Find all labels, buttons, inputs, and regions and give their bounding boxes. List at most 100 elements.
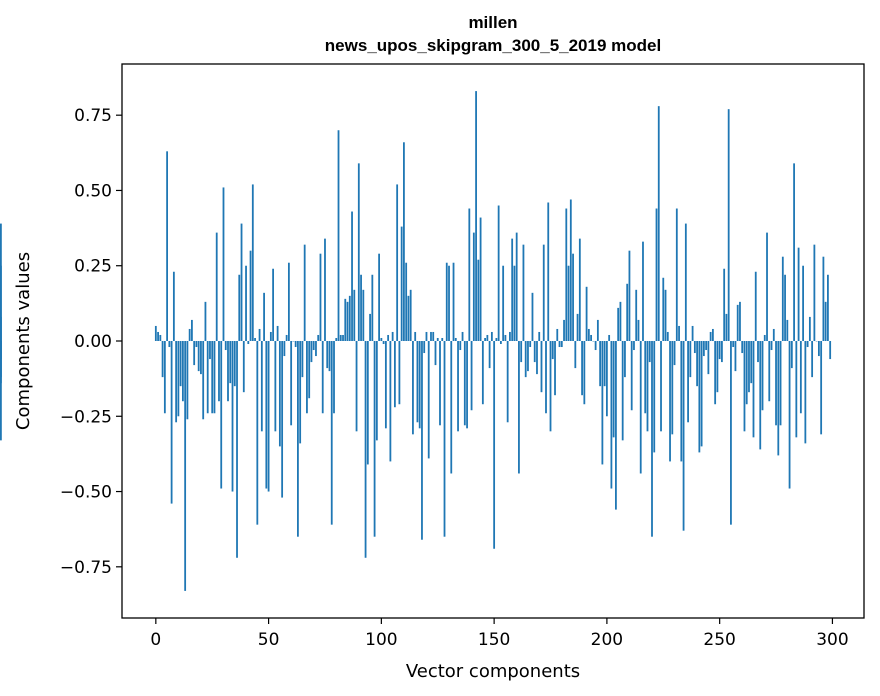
bar xyxy=(265,341,268,489)
bar xyxy=(0,316,2,341)
bar xyxy=(157,331,159,341)
bar xyxy=(184,341,187,591)
bar xyxy=(711,328,714,341)
bar xyxy=(330,341,333,525)
bar xyxy=(481,341,484,405)
bar xyxy=(536,341,538,375)
bar xyxy=(294,341,297,348)
bar xyxy=(362,289,365,341)
bar xyxy=(624,341,626,378)
bar xyxy=(518,341,520,474)
bar xyxy=(382,341,385,345)
bar xyxy=(750,341,753,384)
x-axis-label: Vector components xyxy=(406,661,580,682)
bar xyxy=(407,295,410,341)
bar xyxy=(797,247,800,341)
chart-title-line-2: news_upos_skipgram_300_5_2019 model xyxy=(325,36,661,55)
bar xyxy=(531,292,534,341)
chart-title-line-1: millen xyxy=(468,13,517,32)
bar xyxy=(459,341,462,351)
bar xyxy=(673,341,676,366)
bar xyxy=(412,341,414,435)
bar xyxy=(337,130,340,341)
bar xyxy=(409,289,412,341)
bar xyxy=(443,341,446,537)
bar xyxy=(430,331,432,341)
bar xyxy=(775,341,777,426)
bar xyxy=(373,341,376,537)
bar xyxy=(200,341,202,375)
bar xyxy=(231,341,234,492)
bar xyxy=(748,341,750,393)
y-tick-label: 0.25 xyxy=(74,257,112,277)
bar xyxy=(574,341,577,369)
bar xyxy=(522,244,525,341)
bar xyxy=(666,331,669,341)
bar xyxy=(565,208,568,341)
bar xyxy=(209,341,211,360)
bar xyxy=(188,328,191,341)
x-tick-label: 0 xyxy=(150,630,161,650)
bar xyxy=(583,341,586,405)
bar xyxy=(301,341,304,378)
bar xyxy=(211,341,214,414)
bar xyxy=(648,341,651,363)
bar xyxy=(197,341,200,372)
bar xyxy=(725,313,728,341)
bar xyxy=(310,341,313,363)
bar xyxy=(324,238,326,341)
bar xyxy=(736,304,739,341)
bar xyxy=(423,341,426,354)
bar xyxy=(527,341,529,372)
bar xyxy=(204,301,207,341)
bar xyxy=(486,334,489,341)
x-tick-label: 300 xyxy=(816,630,848,650)
bar xyxy=(371,274,374,341)
bar xyxy=(247,341,250,345)
y-tick-label: 0.00 xyxy=(74,332,112,352)
bar xyxy=(662,277,665,341)
bar xyxy=(779,341,782,426)
bar xyxy=(454,337,457,341)
bar xyxy=(827,274,829,341)
bar xyxy=(477,259,480,341)
bar xyxy=(396,184,399,341)
bar xyxy=(680,341,683,462)
bar xyxy=(732,341,735,348)
bar xyxy=(723,268,726,341)
bar xyxy=(326,341,329,369)
bar xyxy=(702,341,705,357)
bar xyxy=(488,341,491,369)
bar xyxy=(306,341,308,414)
bar xyxy=(245,265,247,341)
bar xyxy=(457,341,459,432)
bar xyxy=(741,341,744,354)
bar xyxy=(220,341,223,489)
bar xyxy=(468,208,471,341)
bar xyxy=(560,341,563,348)
bar xyxy=(472,232,475,341)
bar xyxy=(297,341,299,537)
bar xyxy=(0,341,2,441)
bar xyxy=(441,337,444,341)
bar xyxy=(357,163,360,341)
bar xyxy=(743,341,746,432)
bar xyxy=(558,341,561,348)
bar xyxy=(578,238,581,341)
bar xyxy=(721,341,723,363)
bar xyxy=(754,271,757,341)
bar xyxy=(445,262,448,341)
x-tick-label: 250 xyxy=(703,630,735,650)
bar xyxy=(752,341,755,438)
bar xyxy=(439,341,441,426)
bar xyxy=(421,341,423,540)
bar xyxy=(657,106,660,342)
bar xyxy=(166,151,168,341)
bar xyxy=(551,341,554,360)
bar xyxy=(290,341,293,426)
bar xyxy=(524,341,527,378)
bar xyxy=(213,341,216,414)
bar xyxy=(506,341,509,423)
bar xyxy=(691,325,694,341)
bar xyxy=(159,334,162,341)
